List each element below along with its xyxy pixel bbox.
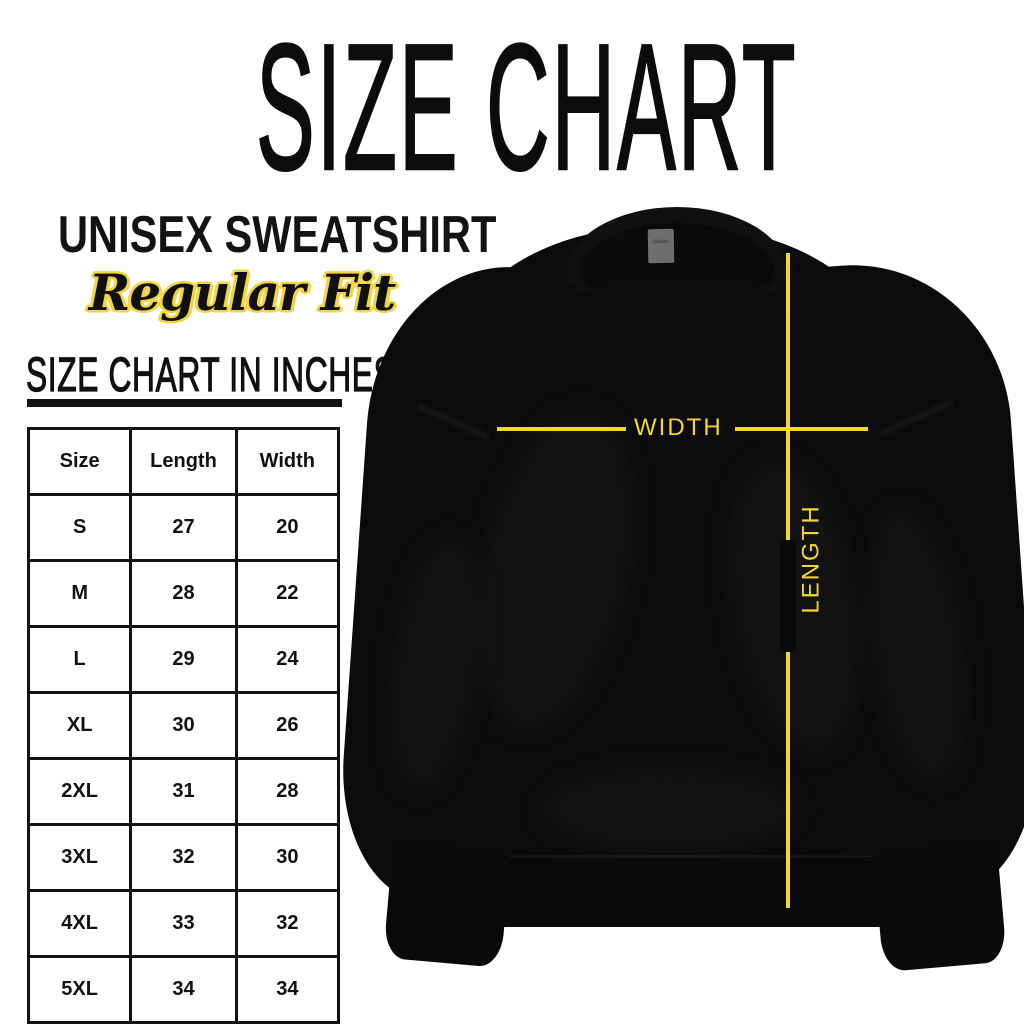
cell-size: L — [26, 625, 133, 694]
cuff-right — [872, 839, 1008, 973]
brand-tag: Gildan — [647, 228, 675, 264]
sweatshirt-illustration: Gildan — [330, 205, 1024, 995]
cell-length: 28 — [129, 559, 238, 628]
cuff-left — [383, 840, 511, 968]
cell-width: 32 — [234, 889, 341, 958]
table-row: 5XL 34 34 — [26, 955, 341, 1024]
cell-length: 31 — [129, 757, 238, 826]
cell-size: 4XL — [26, 889, 133, 958]
cell-size: 5XL — [26, 955, 133, 1024]
brand-tag-label: Gildan — [653, 238, 669, 246]
cell-size: 2XL — [26, 757, 133, 826]
hem-band — [438, 857, 900, 927]
cell-length: 30 — [129, 691, 238, 760]
table-header-row: Size Length Width — [26, 427, 341, 496]
column-header-size: Size — [26, 427, 133, 496]
cell-width: 26 — [234, 691, 341, 760]
cell-size: 3XL — [26, 823, 133, 892]
table-row: M 28 22 — [26, 559, 341, 628]
cell-length: 33 — [129, 889, 238, 958]
cell-width: 30 — [234, 823, 341, 892]
table-row: 3XL 32 30 — [26, 823, 341, 892]
fit-label-wrapper: Regular Fit — [12, 264, 472, 326]
collar-shadow — [576, 279, 778, 319]
table-row: 4XL 33 32 — [26, 889, 341, 958]
cell-length: 34 — [129, 955, 238, 1024]
size-chart-table: Size Length Width S 27 20 M 28 22 L 29 2… — [26, 427, 341, 1024]
cell-length: 27 — [129, 493, 238, 562]
table-row: 2XL 31 28 — [26, 757, 341, 826]
page-title: SIZE CHART — [255, 7, 798, 208]
table-row: XL 30 26 — [26, 691, 341, 760]
cell-size: M — [26, 559, 133, 628]
column-header-width: Width — [234, 427, 341, 496]
cell-width: 22 — [234, 559, 341, 628]
subtitle-block: UNISEX SWEATSHIRT Regular Fit — [12, 206, 497, 326]
cell-size: XL — [26, 691, 133, 760]
table-row: L 29 24 — [26, 625, 341, 694]
cell-width: 20 — [234, 493, 341, 562]
hem-seam — [448, 855, 890, 858]
cell-size: S — [26, 493, 133, 562]
cell-length: 29 — [129, 625, 238, 694]
fit-label: Regular Fit — [88, 263, 396, 322]
cell-width: 28 — [234, 757, 341, 826]
cell-width: 34 — [234, 955, 341, 1024]
cell-length: 32 — [129, 823, 238, 892]
product-type-label: UNISEX SWEATSHIRT — [58, 206, 497, 264]
section-heading: SIZE CHART IN INCHES — [26, 349, 396, 402]
section-heading-underline — [27, 399, 342, 407]
table-row: S 27 20 — [26, 493, 341, 562]
cell-width: 24 — [234, 625, 341, 694]
column-header-length: Length — [129, 427, 238, 496]
